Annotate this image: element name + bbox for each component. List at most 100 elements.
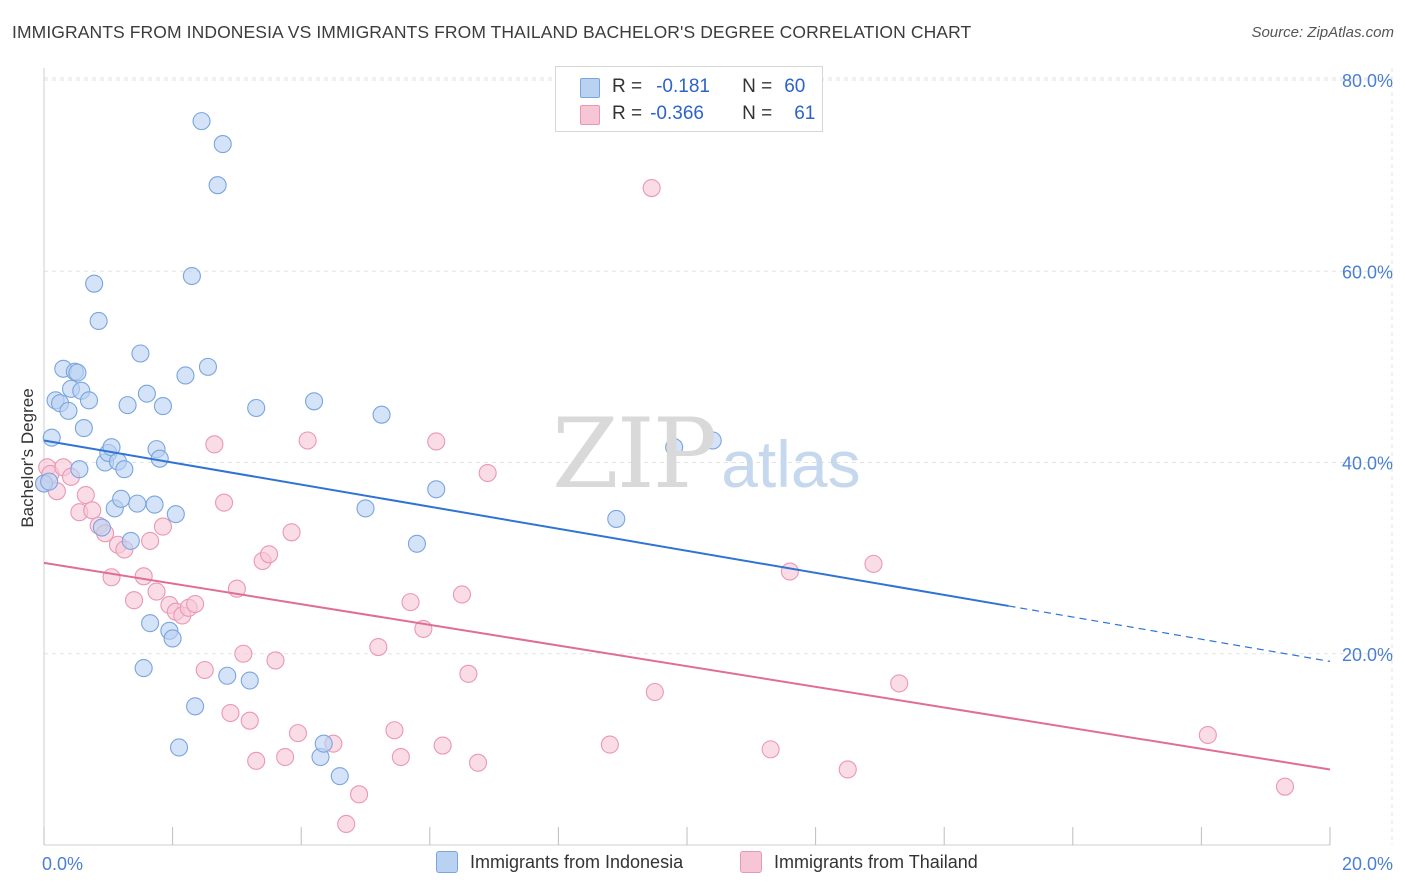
thailand-point [427, 432, 446, 451]
thailand-point [266, 651, 285, 670]
y-tick-label: 40.0% [1342, 454, 1393, 474]
thailand-point [1275, 777, 1295, 796]
indonesia-swatch-icon [436, 851, 458, 873]
legend-r-value: -0.366 [650, 103, 704, 124]
thailand-point [642, 179, 661, 198]
legend-item-thailand[interactable]: Immigrants from Thailand [740, 851, 978, 873]
thailand-point [153, 517, 173, 536]
indonesia-point [192, 112, 211, 131]
indonesia-point [407, 534, 426, 553]
thailand-point [391, 747, 410, 767]
indonesia-point [89, 311, 108, 331]
indonesia-point [305, 392, 324, 411]
y-axis-label: Bachelor's Degree [18, 388, 37, 527]
thailand-point [214, 493, 234, 512]
thailand-point [76, 485, 95, 505]
watermark: ZIPatlas [552, 398, 861, 510]
indonesia-point [118, 396, 137, 415]
legend-n-value: 61 [794, 103, 816, 124]
thailand-point [645, 682, 664, 702]
legend-r-label: R = [612, 76, 643, 97]
thailand-point [102, 568, 121, 587]
indonesia-swatch-icon [580, 78, 600, 98]
indonesia-point [137, 384, 156, 403]
thailand-point [195, 660, 214, 680]
thailand-point [433, 736, 452, 755]
indonesia-point [141, 614, 160, 633]
indonesia-point [79, 391, 99, 410]
indonesia-point [131, 344, 150, 363]
thailand-point [600, 735, 619, 754]
thailand-point [864, 554, 883, 573]
indonesia-point [59, 401, 78, 420]
thailand-point [337, 814, 356, 834]
thailand-point [205, 435, 224, 454]
legend-item-indonesia[interactable]: Immigrants from Indonesia [436, 851, 683, 873]
indonesia-point [92, 518, 111, 537]
thailand-point [83, 501, 102, 520]
thailand-point [780, 562, 799, 581]
thailand-point [452, 585, 472, 604]
indonesia-point [240, 671, 259, 690]
thailand-point [838, 760, 857, 779]
thailand-point [259, 545, 279, 564]
legend-r-label: R = [612, 103, 643, 124]
indonesia-points [34, 112, 722, 786]
stats-legend: R = -0.181 N = 60 R = -0.366 N = 61 [555, 66, 823, 132]
indonesia-point [176, 366, 195, 385]
y-tick-label: 80.0% [1342, 71, 1393, 91]
legend-row-indonesia: R = -0.181 N = 60 [580, 74, 805, 100]
thailand-point [385, 721, 404, 740]
indonesia-point [247, 398, 266, 418]
indonesia-point [665, 438, 684, 457]
thailand-point [1198, 725, 1217, 745]
indonesia-point [703, 431, 722, 450]
legend-label-thailand: Immigrants from Thailand [774, 851, 978, 872]
indonesia-point [145, 495, 164, 514]
legend-n-label: N = [742, 76, 773, 97]
source-label: Source: ZipAtlas.com [1251, 24, 1394, 41]
chart-title: IMMIGRANTS FROM INDONESIA VS IMMIGRANTS … [12, 22, 972, 42]
indonesia-point [198, 357, 218, 376]
watermark-zip: ZIP [552, 398, 717, 510]
x-tick-label: 0.0% [42, 854, 83, 874]
indonesia-point [427, 480, 446, 499]
thailand-point [124, 591, 144, 610]
thailand-point [234, 644, 253, 663]
indonesia-point [115, 460, 134, 479]
legend-n-label: N = [742, 103, 773, 124]
x-tick-label: 20.0% [1342, 854, 1393, 874]
thailand-trend-line [43, 561, 1331, 771]
axis-labels: 20.0% 40.0% 60.0% 80.0% 0.0% 20.0% Bachelor's … [18, 71, 1393, 874]
indonesia-point [607, 509, 626, 528]
legend-row-thailand: R = -0.366 N = 61 [580, 101, 816, 127]
thailand-point [186, 594, 205, 614]
thailand-point [276, 747, 295, 767]
indonesia-point [70, 460, 89, 479]
thailand-point [282, 523, 301, 542]
indonesia-point [85, 274, 104, 293]
thailand-point [761, 740, 780, 759]
thailand-point [247, 751, 266, 770]
thailand-point [369, 638, 388, 657]
thailand-point [401, 593, 420, 612]
indonesia-point [121, 531, 140, 550]
thailand-point [147, 582, 166, 601]
indonesia-point [218, 666, 237, 685]
thailand-point [298, 431, 317, 450]
legend-label-indonesia: Immigrants from Indonesia [470, 851, 684, 872]
y-tick-label: 20.0% [1342, 645, 1393, 665]
indonesia-point [68, 363, 87, 382]
indonesia-point [330, 767, 349, 786]
thailand-point [141, 531, 160, 550]
trend-lines [43, 439, 1331, 771]
indonesia-point [166, 505, 185, 524]
indonesia-point [186, 697, 205, 716]
grid-lines [44, 68, 1393, 845]
watermark-atlas: atlas [721, 427, 861, 501]
thailand-point [350, 785, 369, 804]
indonesia-point [153, 397, 173, 416]
indonesia-point [314, 734, 333, 753]
indonesia-point [182, 266, 201, 286]
